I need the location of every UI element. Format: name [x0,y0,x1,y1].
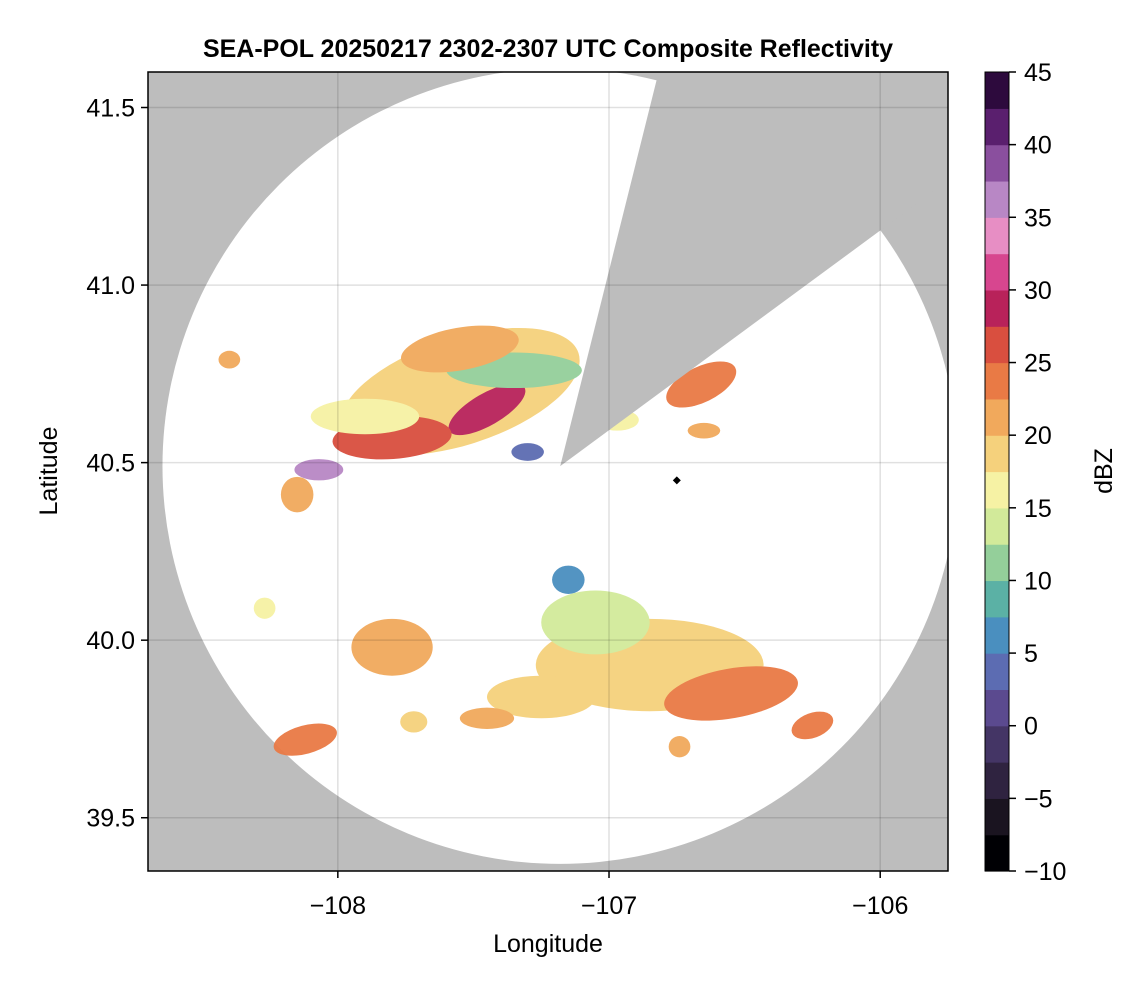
colorbar-segment-17 [985,217,1009,255]
colorbar-frame [984,71,1010,872]
echo-cell-20 [459,707,515,729]
y-tick-label-3: 41.0 [86,272,135,300]
y-axis-title: Latitude [35,427,63,516]
echo-cell-11 [687,422,721,439]
echo-cell-7 [280,476,314,513]
colorbar-segment-18 [985,180,1009,218]
colorbar: −10 −5 0 5 10 15 20 25 30 35 40 45 [984,59,1066,886]
echo-cell-9 [218,350,241,369]
colorbar-segment-10 [985,471,1009,509]
colorbar-tick-label-4: 10 [1024,567,1052,595]
colorbar-segment-13 [985,362,1009,400]
blocked-sector-0 [560,72,948,467]
colorbar-tick-label-7: 25 [1024,350,1052,378]
x-tick-label-1: −107 [581,892,637,920]
x-tick-label-0: −108 [310,892,366,920]
radar-site-marker [672,476,681,485]
colorbar-tick-label-9: 35 [1024,204,1052,232]
x-axis-title: Longitude [493,930,603,958]
y-tick-label-4: 41.5 [86,95,135,123]
echo-layer [218,325,834,758]
echo-cell-22 [668,736,691,758]
echo-cell-8 [310,398,420,435]
echo-cell-19 [273,723,337,756]
colorbar-segment-0 [985,834,1009,872]
echo-cell-17 [486,675,596,719]
grid-lines [148,72,948,871]
echo-cell-23 [253,597,276,619]
y-tick-label-2: 40.5 [86,450,135,478]
colorbar-segment-2 [985,762,1009,799]
echo-cell-16 [552,565,585,595]
colorbar-tick-label-11: 45 [1024,59,1052,87]
colorbar-segment-5 [985,653,1009,691]
colorbar-segment-7 [985,580,1009,618]
echo-cell-5 [294,459,344,481]
colorbar-segment-16 [985,253,1009,291]
colorbar-segment-11 [985,435,1009,473]
x-tick-label-2: −106 [852,892,908,920]
colorbar-segment-12 [985,398,1009,436]
colorbar-tick-label-1: −5 [1024,785,1053,813]
echo-cell-6 [511,443,544,461]
plot-content [148,72,948,871]
colorbar-segment-15 [985,289,1009,327]
colorbar-segment-19 [985,144,1009,182]
colorbar-tick-label-0: −10 [1024,858,1066,886]
colorbar-tick-label-5: 15 [1024,495,1052,523]
y-tick-label-0: 39.5 [86,805,135,833]
colorbar-segment-8 [985,544,1009,582]
echo-cell-21 [791,711,834,740]
colorbar-segment-4 [985,689,1009,727]
colorbar-segment-21 [985,72,1009,109]
echo-cell-24 [400,711,428,733]
chart-title: SEA-POL 20250217 2302-2307 UTC Composite… [203,35,893,63]
axes: −108 −107 −106 39.5 40.0 40.5 41.0 41.5 [86,71,949,920]
plot-area [148,72,948,871]
colorbar-segment-1 [985,798,1009,836]
plot-frame [147,71,949,872]
echo-cell-10 [666,361,737,408]
colorbar-tick-label-3: 5 [1024,640,1038,668]
colorbar-tick-label-8: 30 [1024,277,1052,305]
echo-cell-14 [541,590,650,655]
colorbar-segment-20 [985,108,1009,146]
colorbar-segment-14 [985,326,1009,364]
echo-cell-18 [351,618,433,676]
echo-cell-4 [400,325,519,373]
y-tick-label-1: 40.0 [86,627,135,655]
colorbar-title: dBZ [1090,448,1118,494]
echo-cell-15 [664,666,798,721]
colorbar-segment-9 [985,507,1009,545]
colorbar-segment-6 [985,616,1009,654]
colorbar-tick-label-6: 20 [1024,422,1052,450]
echo-cell-1 [448,383,526,436]
colorbar-segment-3 [985,725,1009,763]
colorbar-tick-label-10: 40 [1024,132,1052,160]
colorbar-tick-label-2: 0 [1024,713,1038,741]
